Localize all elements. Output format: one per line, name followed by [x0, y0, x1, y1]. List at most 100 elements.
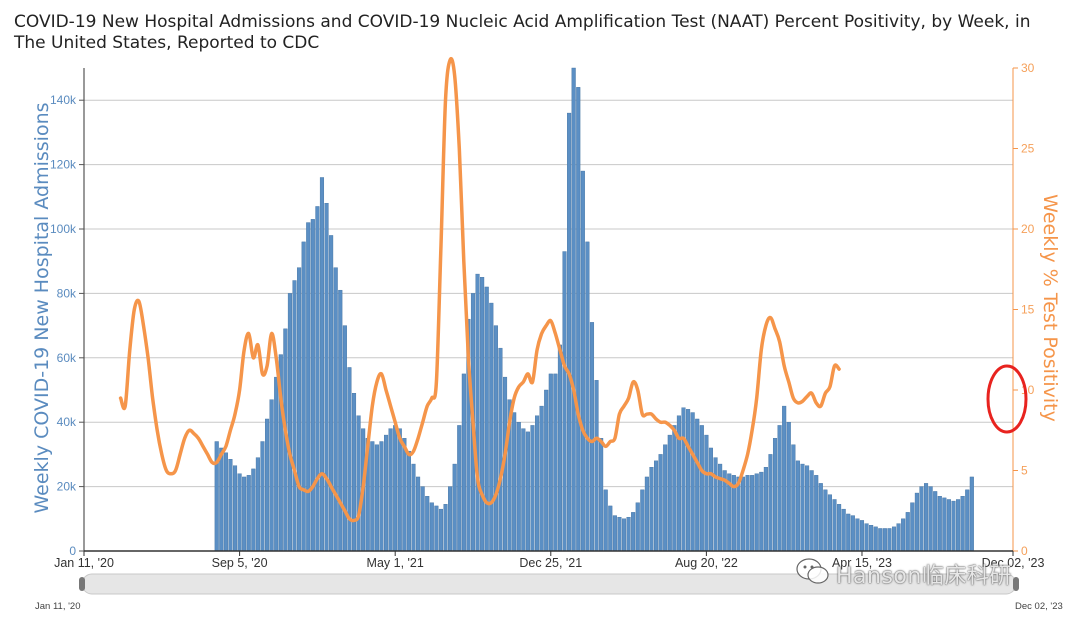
admissions-bar[interactable]: [617, 516, 622, 552]
admissions-bar[interactable]: [475, 273, 480, 552]
admissions-bar[interactable]: [342, 325, 347, 552]
admissions-bar[interactable]: [740, 476, 746, 552]
admissions-bar[interactable]: [672, 425, 677, 552]
admissions-bar[interactable]: [736, 476, 741, 552]
range-slider-handle-right[interactable]: [1013, 577, 1019, 591]
admissions-bar[interactable]: [750, 475, 755, 552]
admissions-bar[interactable]: [795, 460, 800, 552]
positivity-line[interactable]: [118, 56, 841, 523]
admissions-bar[interactable]: [411, 463, 416, 552]
admissions-bar[interactable]: [329, 235, 334, 552]
admissions-bar[interactable]: [855, 518, 860, 552]
admissions-bar[interactable]: [933, 491, 938, 552]
admissions-bar[interactable]: [621, 518, 627, 552]
admissions-bar[interactable]: [658, 454, 663, 552]
admissions-bar[interactable]: [425, 496, 430, 552]
admissions-bar[interactable]: [805, 465, 810, 552]
admissions-bar[interactable]: [535, 415, 540, 552]
admissions-bar[interactable]: [956, 499, 961, 552]
admissions-bar[interactable]: [370, 441, 375, 552]
admissions-bar[interactable]: [530, 425, 535, 552]
admissions-bar[interactable]: [585, 241, 590, 552]
admissions-bar[interactable]: [292, 280, 297, 552]
admissions-bar[interactable]: [539, 405, 544, 552]
admissions-bar[interactable]: [434, 505, 439, 552]
admissions-bar[interactable]: [548, 373, 553, 552]
admissions-bar[interactable]: [493, 325, 498, 552]
range-slider[interactable]: [79, 573, 1019, 595]
admissions-bar[interactable]: [878, 528, 883, 552]
admissions-bar[interactable]: [310, 219, 315, 552]
admissions-bar[interactable]: [438, 508, 443, 552]
admissions-bar[interactable]: [969, 476, 974, 552]
admissions-bar[interactable]: [937, 496, 942, 552]
admissions-bar[interactable]: [713, 457, 718, 552]
admissions-bar[interactable]: [599, 438, 604, 552]
admissions-bar[interactable]: [754, 473, 759, 552]
admissions-bar[interactable]: [251, 468, 256, 552]
admissions-bar[interactable]: [319, 177, 325, 552]
admissions-bar[interactable]: [406, 450, 411, 552]
admissions-bar[interactable]: [864, 523, 869, 552]
admissions-bar[interactable]: [603, 489, 608, 552]
admissions-bar[interactable]: [946, 499, 951, 552]
admissions-bar[interactable]: [901, 518, 906, 552]
admissions-bar[interactable]: [841, 508, 846, 552]
admissions-bar[interactable]: [246, 475, 251, 552]
admissions-bar[interactable]: [891, 526, 897, 552]
admissions-bar[interactable]: [777, 425, 782, 552]
admissions-bar[interactable]: [905, 512, 910, 552]
admissions-bar[interactable]: [882, 528, 887, 552]
admissions-bar[interactable]: [448, 486, 453, 552]
admissions-bar[interactable]: [356, 415, 361, 552]
admissions-bar[interactable]: [594, 380, 599, 552]
admissions-bar[interactable]: [910, 502, 915, 552]
admissions-bar[interactable]: [443, 504, 448, 552]
admissions-bar[interactable]: [265, 418, 270, 552]
admissions-bar[interactable]: [704, 434, 709, 552]
admissions-bar[interactable]: [809, 470, 814, 552]
admissions-bar[interactable]: [823, 489, 828, 552]
admissions-bar[interactable]: [827, 494, 832, 552]
admissions-bar[interactable]: [429, 502, 434, 552]
admissions-bar[interactable]: [388, 428, 393, 552]
admissions-bar[interactable]: [420, 486, 425, 552]
admissions-bar[interactable]: [306, 222, 311, 552]
admissions-bar[interactable]: [928, 486, 933, 552]
admissions-bar[interactable]: [942, 497, 947, 552]
admissions-bar[interactable]: [768, 454, 773, 552]
admissions-bar[interactable]: [960, 496, 965, 552]
admissions-bar[interactable]: [800, 463, 805, 552]
admissions-bar[interactable]: [786, 422, 791, 552]
admissions-bar[interactable]: [402, 438, 407, 552]
admissions-bar[interactable]: [708, 447, 713, 552]
admissions-bar[interactable]: [484, 286, 489, 552]
admissions-bar[interactable]: [699, 425, 704, 552]
admissions-bar[interactable]: [287, 293, 292, 552]
admissions-bar[interactable]: [242, 476, 247, 552]
admissions-bar[interactable]: [567, 112, 572, 552]
admissions-bar[interactable]: [695, 418, 700, 552]
admissions-bar[interactable]: [384, 434, 389, 552]
admissions-bar[interactable]: [260, 441, 265, 552]
admissions-bar[interactable]: [219, 447, 224, 552]
admissions-bar[interactable]: [850, 515, 855, 552]
admissions-bar[interactable]: [274, 376, 279, 552]
admissions-bar[interactable]: [228, 459, 233, 552]
admissions-bar[interactable]: [924, 483, 929, 552]
admissions-bar[interactable]: [608, 505, 613, 552]
admissions-bar[interactable]: [301, 241, 306, 552]
admissions-bar[interactable]: [557, 344, 562, 552]
admissions-bar[interactable]: [649, 467, 654, 552]
admissions-bar[interactable]: [640, 489, 645, 552]
admissions-bar[interactable]: [896, 523, 901, 552]
admissions-bar[interactable]: [832, 499, 837, 552]
admissions-bar[interactable]: [654, 460, 659, 552]
admissions-bar[interactable]: [635, 502, 640, 552]
admissions-bar[interactable]: [626, 516, 631, 552]
admissions-bar[interactable]: [223, 452, 228, 552]
admissions-bar[interactable]: [512, 412, 517, 552]
range-slider-handle-left[interactable]: [79, 577, 85, 591]
admissions-bar[interactable]: [333, 267, 338, 552]
